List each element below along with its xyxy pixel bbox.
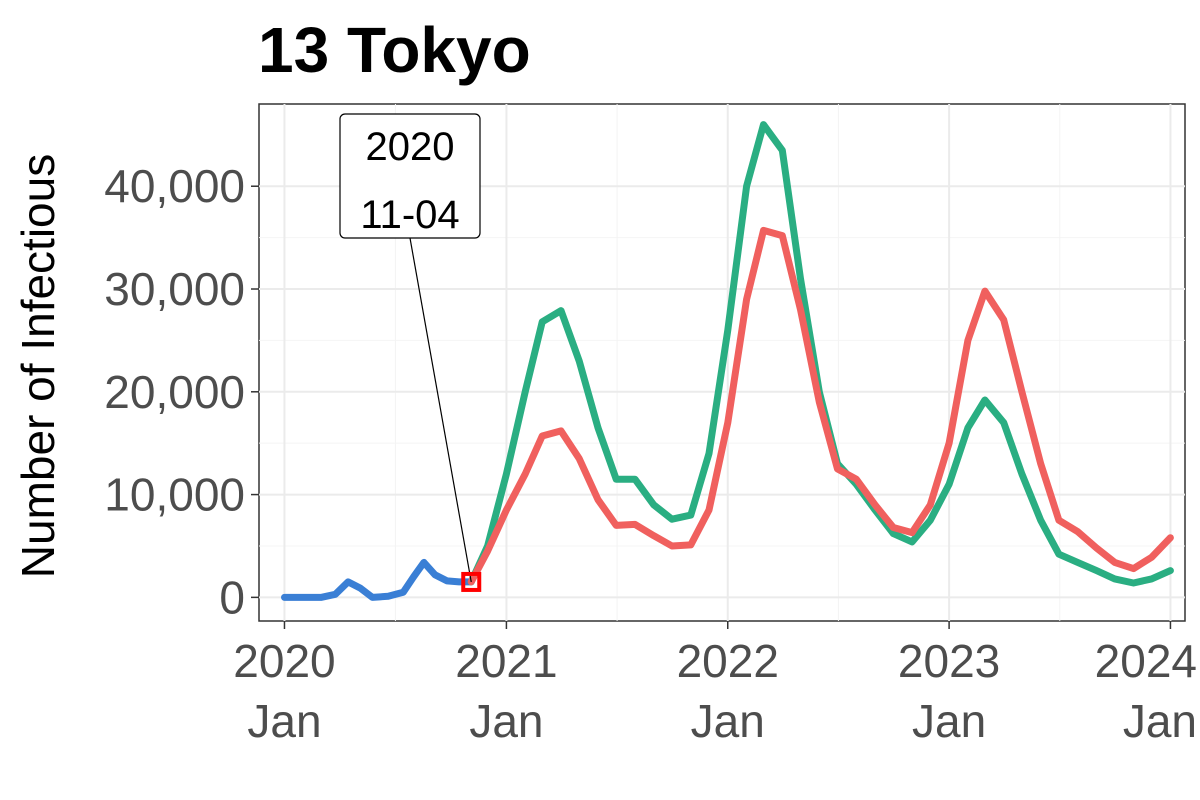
- y-axis-label: Number of Infectious: [12, 154, 64, 578]
- annotation: 2020 11-04: [339, 113, 482, 592]
- x-tick-label-year: 2023: [898, 635, 1000, 687]
- y-tick-label: 0: [219, 571, 245, 623]
- x-axis-ticks: 2020 Jan 2021 Jan 2022 Jan 2023 Jan 2024 Jan: [233, 621, 1197, 747]
- annotation-leader-line: [409, 237, 472, 583]
- x-tick-label-month: Jan: [1123, 695, 1197, 747]
- annotation-date: 11-04: [360, 193, 459, 237]
- series-line-3: [467, 226, 1174, 586]
- y-axis-ticks: 0 10,000 20,000 30,000 40,000: [104, 160, 259, 623]
- y-tick-label: 10,000: [104, 469, 245, 521]
- chart-title: 13 Tokyo: [258, 14, 531, 86]
- y-tick-label: 40,000: [104, 160, 245, 212]
- y-tick-label: 30,000: [104, 263, 245, 315]
- x-tick-label-month: Jan: [691, 695, 765, 747]
- x-tick-label-year: 2020: [233, 635, 335, 687]
- y-tick-label: 20,000: [104, 366, 245, 418]
- x-tick-label-month: Jan: [912, 695, 986, 747]
- x-tick-label-year: 2024: [1095, 635, 1197, 687]
- annotation-marker: [461, 571, 482, 592]
- annotation-year: 2020: [366, 125, 455, 169]
- x-tick-label-month: Jan: [469, 695, 543, 747]
- x-tick-label-month: Jan: [247, 695, 321, 747]
- annotation-box: [339, 113, 481, 239]
- x-tick-label-year: 2022: [677, 635, 779, 687]
- series-layer: [281, 121, 1174, 601]
- series-line-1: [281, 558, 475, 601]
- x-tick-label-year: 2021: [455, 635, 557, 687]
